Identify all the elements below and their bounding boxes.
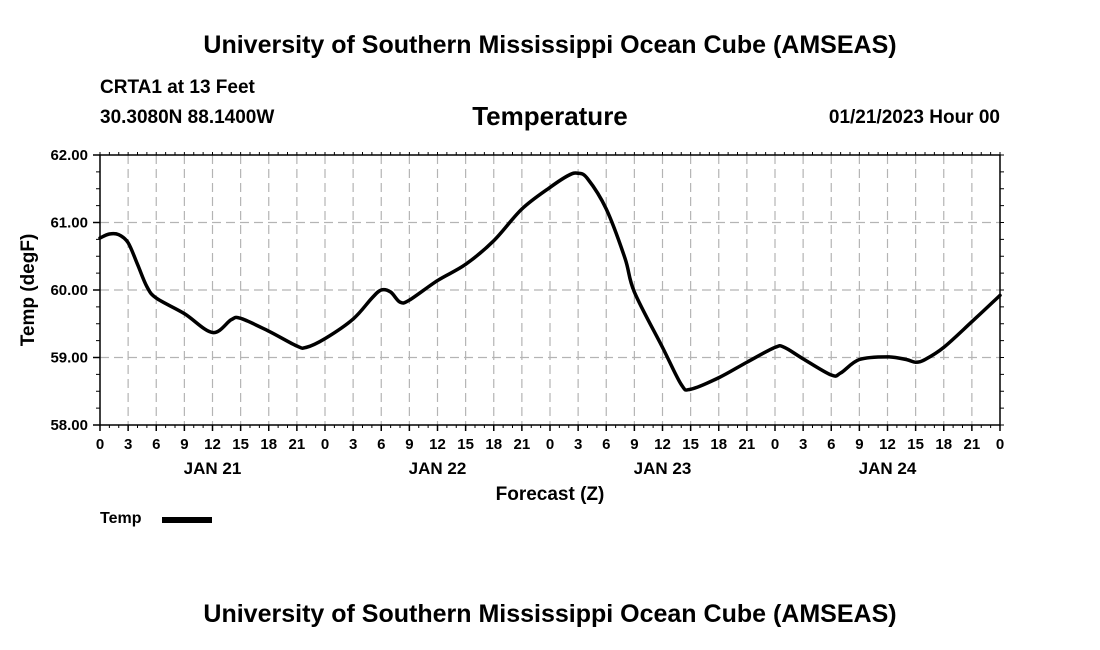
x-tick-labels: 0 3 6 9 12 15 18 21 0 3 6 9 12 15 18 21 0 3 6 9 12 15 18 21 0 3 6 9… [96, 436, 1004, 453]
x-tick-label: 6 [152, 436, 160, 453]
legend-swatch [162, 517, 212, 523]
x-tick-label: 12 [429, 436, 446, 453]
x-tick-label: 15 [457, 436, 474, 453]
temp-series-line [98, 171, 1002, 392]
plot-frame [99, 154, 1001, 426]
x-tick-label: 12 [204, 436, 221, 453]
x-tick-label: 15 [682, 436, 699, 453]
y-tick-label: 60.00 [50, 282, 88, 299]
x-tick-label: 0 [771, 436, 779, 453]
x-tick-label: 18 [935, 436, 952, 453]
x-tick-label: 21 [289, 436, 306, 453]
x-tick-label: 9 [180, 436, 188, 453]
x-tick-label: 0 [546, 436, 554, 453]
x-tick-label: 3 [349, 436, 357, 453]
legend-label: Temp [100, 510, 142, 527]
x-tick-label: 12 [654, 436, 671, 453]
page-title: University of Southern Mississippi Ocean… [203, 31, 897, 59]
x-tick-label: 0 [996, 436, 1004, 453]
day-label: JAN 24 [859, 459, 917, 478]
y-tick-labels: 58.00 59.00 60.00 61.00 62.00 [50, 147, 88, 434]
day-labels: JAN 21 JAN 22 JAN 23 JAN 24 [184, 459, 917, 478]
x-tick-label: 12 [879, 436, 896, 453]
day-label: JAN 21 [184, 459, 242, 478]
grid-lines [100, 155, 1000, 425]
footer-title: University of Southern Mississippi Ocean… [203, 600, 897, 628]
x-tick-label: 18 [485, 436, 502, 453]
x-tick-label: 18 [710, 436, 727, 453]
y-tick-label: 62.00 [50, 147, 88, 164]
x-tick-label: 21 [739, 436, 756, 453]
x-tick-label: 0 [321, 436, 329, 453]
x-tick-label: 9 [630, 436, 638, 453]
x-tick-label: 21 [514, 436, 531, 453]
y-tick-label: 58.00 [50, 417, 88, 434]
x-tick-label: 21 [964, 436, 981, 453]
station-name: CRTA1 at 13 Feet [100, 77, 255, 98]
x-tick-label: 6 [827, 436, 835, 453]
x-tick-label: 6 [602, 436, 610, 453]
x-tick-label: 9 [855, 436, 863, 453]
day-label: JAN 22 [409, 459, 467, 478]
x-tick-label: 15 [232, 436, 249, 453]
y-axis-label: Temp (degF) [18, 234, 39, 347]
forecast-datetime: 01/21/2023 Hour 00 [828, 107, 1000, 128]
y-tick-label: 59.00 [50, 350, 88, 367]
station-coordinates: 30.3080N 88.1400W [100, 107, 275, 128]
x-tick-label: 9 [405, 436, 413, 453]
x-tick-label: 3 [574, 436, 582, 453]
x-tick-label: 15 [907, 436, 924, 453]
x-axis-label: Forecast (Z) [496, 484, 605, 505]
x-tick-label: 18 [260, 436, 277, 453]
x-tick-label: 3 [799, 436, 807, 453]
x-tick-label: 3 [124, 436, 132, 453]
y-tick-label: 61.00 [50, 215, 88, 232]
day-label: JAN 23 [634, 459, 692, 478]
axis-ticks [93, 152, 1004, 431]
chart-title: Temperature [472, 101, 628, 131]
x-tick-label: 0 [96, 436, 104, 453]
x-tick-label: 6 [377, 436, 385, 453]
